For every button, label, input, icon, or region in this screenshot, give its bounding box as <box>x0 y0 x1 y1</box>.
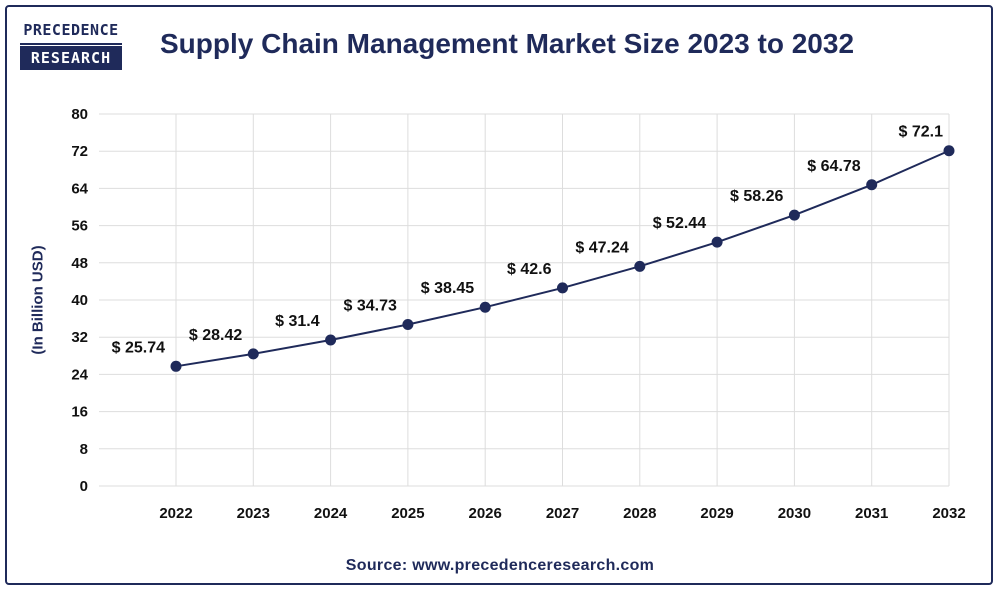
data-point <box>170 360 182 372</box>
y-tick-label: 16 <box>71 404 88 421</box>
x-tick-label: 2031 <box>855 505 888 522</box>
data-label: $ 47.24 <box>575 239 628 256</box>
data-point <box>634 260 646 272</box>
y-tick-label: 24 <box>71 366 88 383</box>
data-point <box>479 301 491 313</box>
x-tick-label: 2027 <box>546 505 579 522</box>
data-labels: $ 25.74 $ 28.42 $ 31.4 $ 34.73 $ 38.45 $ 42.6… <box>112 124 943 357</box>
x-axis-ticks: 2022 2023 2024 2025 2026 2027 2028 2029 2030 2031… <box>159 505 965 522</box>
data-series <box>170 145 955 372</box>
y-tick-label: 56 <box>71 218 88 235</box>
data-point <box>402 319 414 331</box>
data-point <box>866 179 878 191</box>
data-label: $ 64.78 <box>807 158 860 175</box>
data-label: $ 72.1 <box>899 124 944 141</box>
x-tick-label: 2023 <box>237 505 270 522</box>
x-tick-label: 2022 <box>159 505 192 522</box>
chart-frame <box>5 5 993 585</box>
precedence-research-logo: PRECEDENCE RESEARCH <box>20 18 122 72</box>
data-label: $ 52.44 <box>653 215 706 232</box>
grid-lines <box>99 113 950 487</box>
y-tick-label: 0 <box>80 478 88 495</box>
data-label: $ 38.45 <box>421 280 474 297</box>
data-point <box>943 145 955 157</box>
y-tick-label: 48 <box>71 255 88 272</box>
data-point <box>325 334 337 346</box>
data-label: $ 25.74 <box>112 339 165 356</box>
y-tick-label: 32 <box>71 329 88 346</box>
x-tick-label: 2024 <box>314 505 348 522</box>
data-point <box>247 348 259 360</box>
source-note: Source: www.precedenceresearch.com <box>345 557 655 574</box>
y-tick-label: 40 <box>71 292 88 309</box>
x-tick-label: 2026 <box>469 505 502 522</box>
x-tick-label: 2028 <box>623 505 656 522</box>
x-tick-label: 2025 <box>391 505 424 522</box>
data-label: $ 34.73 <box>344 298 397 315</box>
chart-title: Supply Chain Management Market Size 2023… <box>160 28 855 59</box>
y-axis-ticks: 0 8 16 24 32 40 48 56 64 72 80 <box>71 106 88 495</box>
x-tick-label: 2029 <box>700 505 733 522</box>
data-point <box>711 236 723 248</box>
logo-line-1: PRECEDENCE <box>23 21 119 39</box>
y-tick-label: 80 <box>71 106 88 123</box>
data-point <box>788 209 800 221</box>
x-tick-label: 2032 <box>932 505 965 522</box>
data-label: $ 42.6 <box>507 261 552 278</box>
logo-divider <box>20 43 122 45</box>
x-tick-label: 2030 <box>778 505 811 522</box>
y-tick-label: 72 <box>71 143 88 160</box>
data-label: $ 58.26 <box>730 188 783 205</box>
y-tick-label: 64 <box>71 180 88 197</box>
data-label: $ 28.42 <box>189 327 242 344</box>
data-point <box>557 282 568 294</box>
data-label: $ 31.4 <box>275 313 320 330</box>
logo-line-2: RESEARCH <box>20 46 122 70</box>
y-tick-label: 8 <box>80 441 88 458</box>
